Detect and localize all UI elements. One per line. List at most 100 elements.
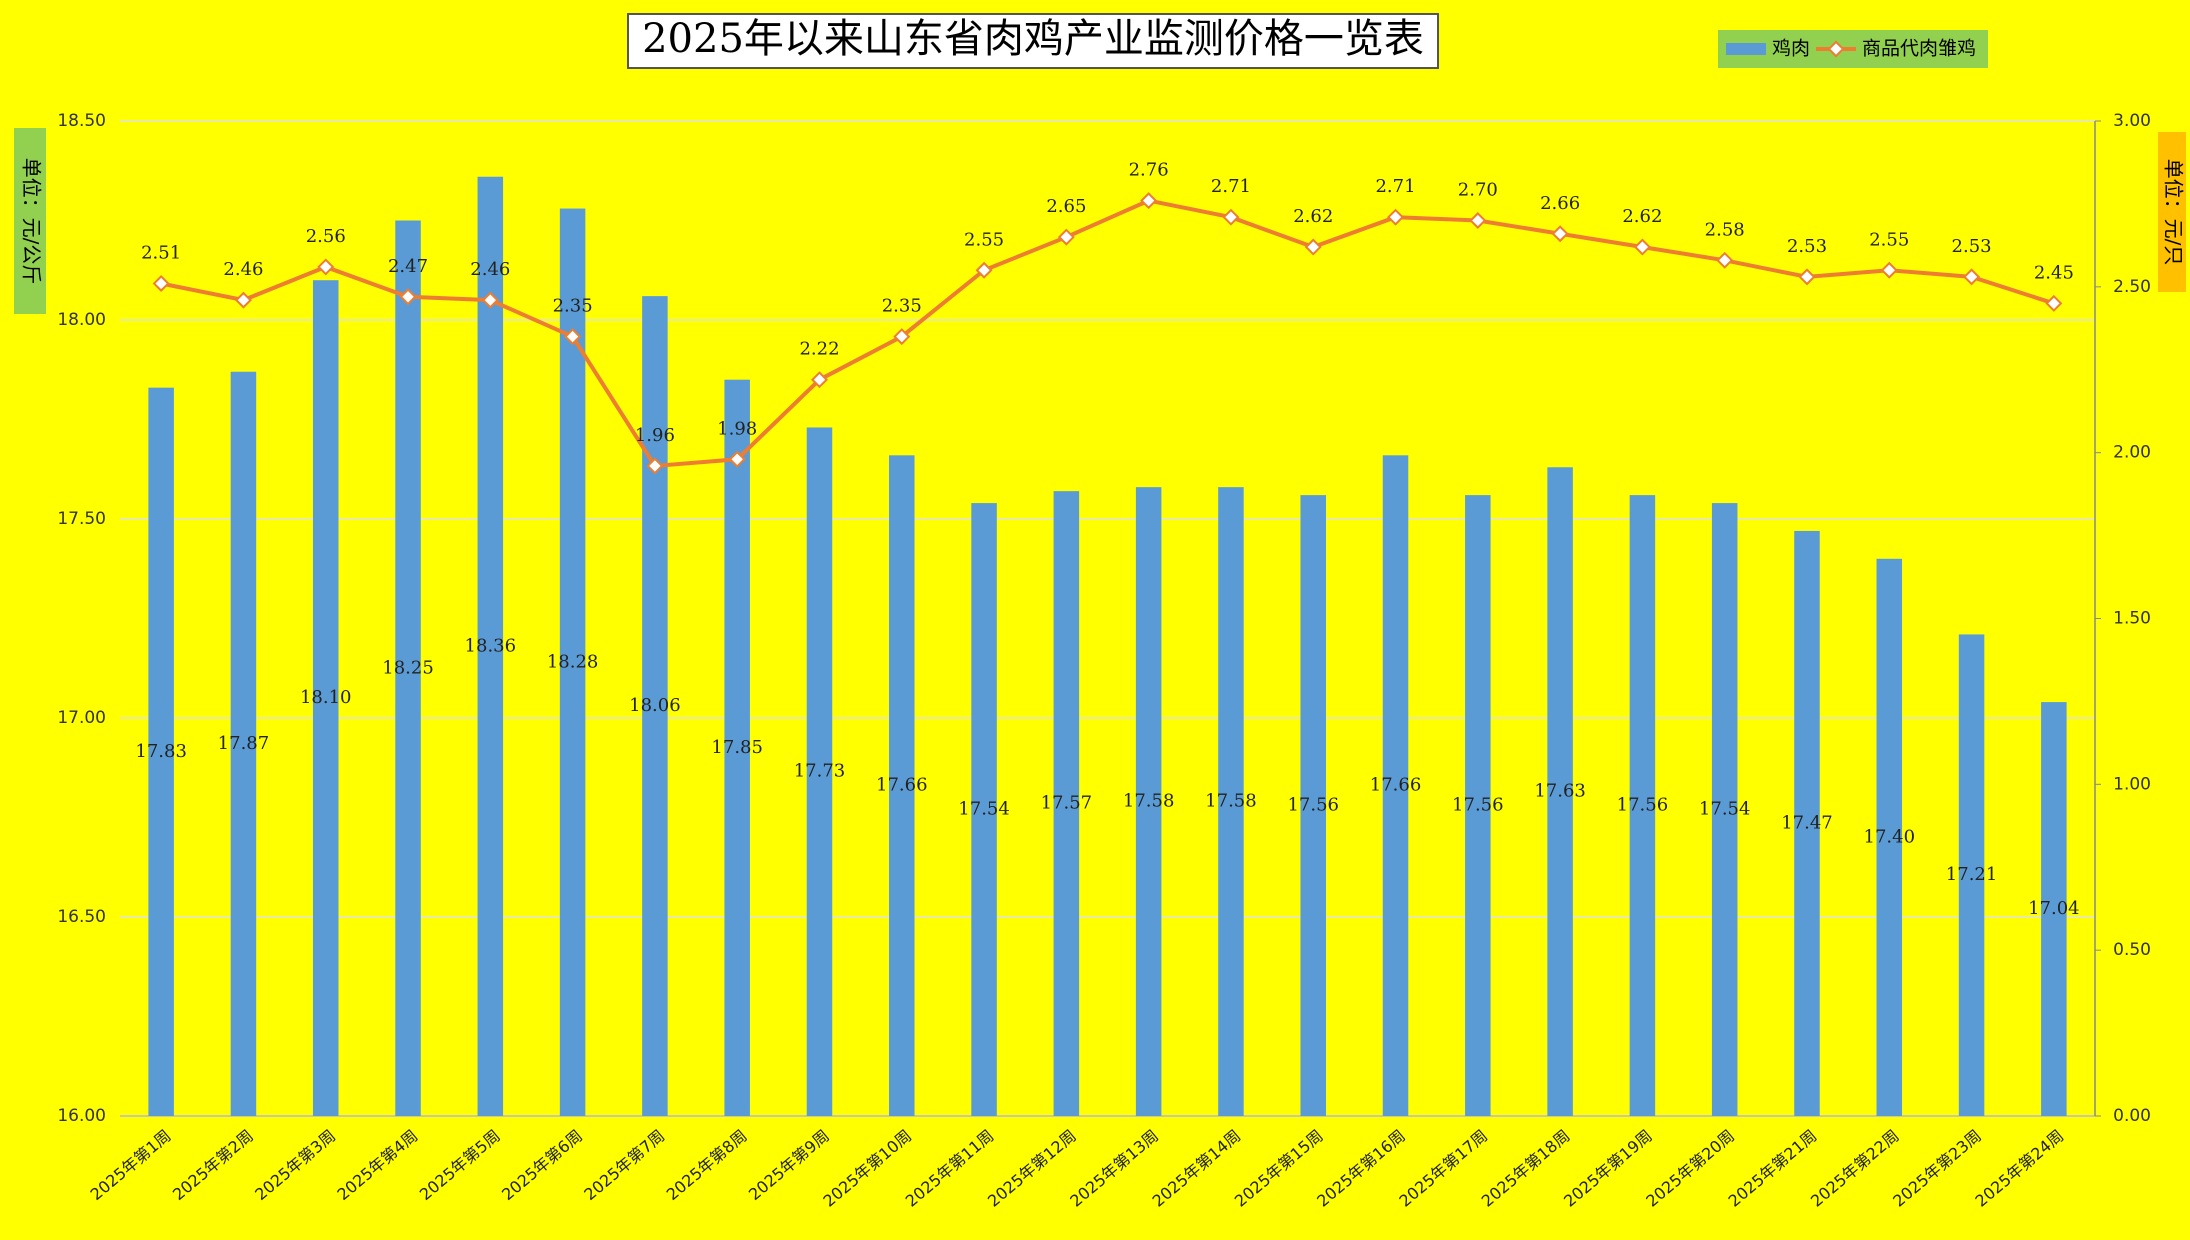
y2-tick-label: 1.50 xyxy=(2113,609,2151,629)
line-value-label: 2.35 xyxy=(882,296,922,317)
line-marker xyxy=(152,275,170,293)
line-value-label: 2.56 xyxy=(306,226,346,247)
line-marker xyxy=(234,291,252,309)
y2-label: 单位：元/只 xyxy=(2162,159,2186,266)
bar-value-label: 17.56 xyxy=(1452,795,1504,816)
line-value-label: 2.62 xyxy=(1293,206,1333,227)
y2-tick-label: 1.00 xyxy=(2113,774,2151,794)
x-tick-label: 2025年第12周 xyxy=(984,1126,1080,1211)
x-tick-label: 2025年第5周 xyxy=(416,1126,504,1204)
bar xyxy=(806,427,833,1117)
x-tick-label: 2025年第8周 xyxy=(663,1126,751,1204)
y2-tick-label: 3.00 xyxy=(2113,111,2151,131)
line-value-label: 2.71 xyxy=(1211,176,1251,197)
line-marker xyxy=(1469,212,1487,229)
line-marker xyxy=(1304,238,1322,256)
line-value-label: 2.55 xyxy=(1869,229,1909,250)
legend-label: 鸡肉 xyxy=(1772,38,1810,60)
bar xyxy=(1629,495,1656,1116)
x-tick-label: 2025年第15周 xyxy=(1231,1126,1327,1211)
chart-title: 2025年以来山东省肉鸡产业监测价格一览表 xyxy=(642,16,1424,62)
bar-value-label: 18.36 xyxy=(465,635,517,656)
x-tick-label: 2025年第16周 xyxy=(1313,1126,1409,1211)
bar xyxy=(1876,558,1903,1116)
bar xyxy=(642,296,668,1116)
legend-label: 商品代肉雏鸡 xyxy=(1862,38,1976,60)
line-marker xyxy=(399,288,417,306)
bar xyxy=(1794,530,1820,1116)
line-marker xyxy=(317,258,335,276)
x-tick-label: 2025年第20周 xyxy=(1642,1126,1738,1211)
line-value-label: 1.96 xyxy=(635,425,675,446)
x-tick-label: 2025年第4周 xyxy=(334,1126,422,1204)
bar xyxy=(971,503,997,1117)
bar xyxy=(395,220,421,1116)
line-marker xyxy=(2045,294,2063,312)
bar-value-label: 17.87 xyxy=(218,733,270,754)
y-tick-label: 17.00 xyxy=(57,708,106,728)
title-box xyxy=(627,13,1439,69)
y-tick-label: 18.00 xyxy=(57,310,106,330)
bar xyxy=(1053,491,1080,1116)
x-tick-label: 2025年第10周 xyxy=(819,1126,915,1211)
line-marker xyxy=(646,457,664,475)
line-value-label: 2.58 xyxy=(1705,219,1745,240)
legend-swatch xyxy=(1726,43,1766,55)
legend-swatch xyxy=(1827,40,1845,58)
bar xyxy=(1547,467,1573,1116)
line-value-label: 2.51 xyxy=(141,243,181,264)
line-value-label: 2.55 xyxy=(964,229,1004,250)
bar-value-label: 18.28 xyxy=(547,651,599,672)
bar-value-label: 17.56 xyxy=(1287,795,1339,816)
line-marker xyxy=(564,328,582,346)
bar xyxy=(1218,487,1244,1116)
line-marker xyxy=(1551,225,1569,243)
x-tick-label: 2025年第23周 xyxy=(1889,1126,1985,1211)
bar xyxy=(724,379,750,1116)
y-tick-label: 16.50 xyxy=(57,907,106,927)
bar-value-label: 18.10 xyxy=(300,687,352,708)
line-value-label: 2.46 xyxy=(223,259,263,280)
bar xyxy=(1382,455,1409,1116)
line-value-label: 2.22 xyxy=(799,339,839,360)
line-value-label: 2.53 xyxy=(1787,236,1827,257)
bar-value-label: 17.85 xyxy=(711,737,763,758)
line-marker xyxy=(1222,208,1240,226)
line-value-label: 2.70 xyxy=(1458,180,1498,201)
bar-value-label: 17.73 xyxy=(794,761,846,782)
bar xyxy=(148,387,174,1116)
bar xyxy=(312,280,339,1116)
y-label-box xyxy=(14,128,46,314)
line-marker xyxy=(1387,208,1405,226)
line-marker xyxy=(810,371,828,389)
bar-value-label: 17.21 xyxy=(1946,864,1998,885)
line-value-label: 2.76 xyxy=(1129,160,1169,181)
bar xyxy=(889,455,915,1116)
x-tick-label: 2025年第18周 xyxy=(1478,1126,1574,1211)
x-tick-label: 2025年第14周 xyxy=(1149,1126,1245,1211)
line-marker xyxy=(1963,268,1981,286)
bar xyxy=(1465,495,1491,1116)
x-tick-label: 2025年第2周 xyxy=(169,1126,257,1204)
x-tick-label: 2025年第1周 xyxy=(87,1126,175,1204)
x-tick-label: 2025年第24周 xyxy=(1972,1126,2068,1211)
x-tick-label: 2025年第11周 xyxy=(902,1126,998,1211)
x-tick-label: 2025年第19周 xyxy=(1560,1126,1656,1211)
bar-value-label: 17.04 xyxy=(2028,898,2080,919)
y-tick-label: 18.50 xyxy=(57,111,106,131)
y-tick-label: 17.50 xyxy=(57,509,106,529)
bar-value-label: 17.66 xyxy=(1370,775,1422,796)
line-marker xyxy=(975,261,993,279)
x-tick-label: 2025年第17周 xyxy=(1395,1126,1491,1211)
line-value-label: 2.65 xyxy=(1046,196,1086,217)
x-tick-label: 2025年第13周 xyxy=(1066,1126,1162,1211)
line-marker xyxy=(1880,261,1898,279)
line-value-label: 2.53 xyxy=(1952,236,1992,257)
line-value-label: 2.46 xyxy=(470,259,510,280)
bar-value-label: 17.54 xyxy=(958,799,1010,820)
y2-tick-label: 0.50 xyxy=(2113,940,2151,960)
y-tick-label: 16.00 xyxy=(57,1106,106,1126)
bar xyxy=(559,208,586,1116)
